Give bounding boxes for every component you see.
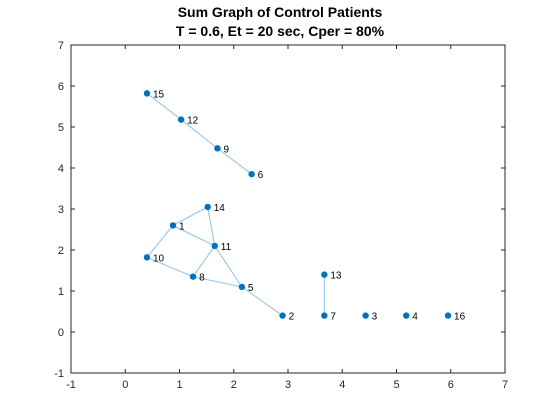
node-label-13: 13 <box>330 271 342 282</box>
node-label-4: 4 <box>412 312 418 323</box>
node-11 <box>211 242 218 250</box>
edge-8-11 <box>192 245 216 277</box>
node-label-14: 14 <box>214 203 226 214</box>
y-tick-label: 0 <box>58 327 64 339</box>
node-label-15: 15 <box>153 89 165 100</box>
x-tick-label: 3 <box>285 379 291 391</box>
node-1 <box>169 222 177 229</box>
node-label-1: 1 <box>179 221 185 232</box>
node-16 <box>444 312 452 319</box>
node-13 <box>321 271 328 278</box>
plot-box <box>70 44 506 374</box>
x-tick-label: 7 <box>502 379 508 391</box>
node-9 <box>214 145 221 152</box>
edge-15-12 <box>146 92 182 121</box>
node-label-8: 8 <box>199 273 205 284</box>
edge-9-6 <box>217 147 253 175</box>
node-label-11: 11 <box>221 242 232 253</box>
node-5 <box>238 283 246 291</box>
node-label-10: 10 <box>153 253 165 264</box>
node-4 <box>403 312 410 319</box>
node-14 <box>204 203 211 211</box>
node-2 <box>279 312 286 319</box>
x-tick-label: 2 <box>231 379 237 391</box>
edge-5-2 <box>241 286 283 317</box>
node-3 <box>362 312 369 319</box>
y-tick-label: 7 <box>58 40 64 52</box>
edge-10-8 <box>146 256 194 278</box>
chart-subtitle: T = 0.6, Et = 20 sec, Cper = 80% <box>175 23 385 39</box>
edge-1-11 <box>172 224 216 247</box>
node-label-6: 6 <box>258 170 264 181</box>
edge-12-9 <box>180 119 218 149</box>
x-tick-label: 4 <box>339 379 345 391</box>
node-label-12: 12 <box>187 116 199 127</box>
edge-14-11 <box>207 206 216 247</box>
chart-title: Sum Graph of Control Patients <box>177 4 383 20</box>
y-tick-label: 5 <box>58 122 64 134</box>
y-tick-label: 2 <box>58 245 64 257</box>
y-tick-label: 3 <box>58 204 64 216</box>
edge-8-5 <box>192 276 243 288</box>
node-label-2: 2 <box>289 312 295 323</box>
node-6 <box>248 170 255 178</box>
edge-11-5 <box>214 245 243 288</box>
node-8 <box>189 273 197 280</box>
edges-layer <box>146 92 325 317</box>
x-tick-label: -1 <box>66 379 76 391</box>
node-15 <box>143 90 151 97</box>
y-tick-label: 6 <box>58 81 64 93</box>
x-tick-label: 1 <box>176 379 182 391</box>
node-label-5: 5 <box>248 283 254 294</box>
x-tick-label: 6 <box>448 379 454 391</box>
node-label-3: 3 <box>372 312 378 323</box>
node-label-9: 9 <box>223 144 229 155</box>
edge-1-10 <box>146 225 174 258</box>
node-10 <box>143 254 151 261</box>
x-tick-label: 5 <box>393 379 399 391</box>
node-12 <box>177 116 185 123</box>
y-tick-label: 1 <box>58 286 64 298</box>
x-tick-label: 0 <box>122 379 128 391</box>
edge-14-1 <box>172 206 208 226</box>
node-label-7: 7 <box>330 312 336 323</box>
node-label-16: 16 <box>454 312 466 323</box>
y-tick-label: 4 <box>58 163 64 175</box>
y-tick-label: -1 <box>54 368 64 380</box>
node-7 <box>321 312 328 319</box>
